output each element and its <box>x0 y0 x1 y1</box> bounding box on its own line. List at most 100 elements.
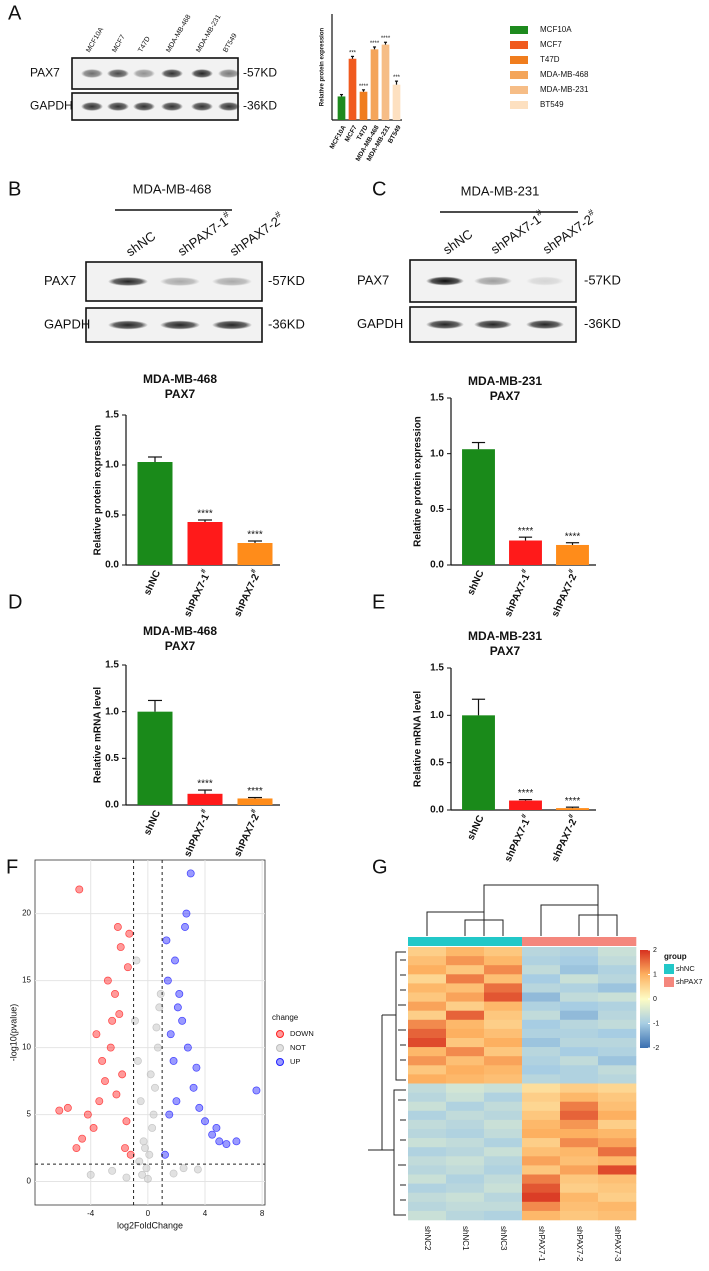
point <box>193 1165 202 1174</box>
heatmap-cell <box>522 947 561 957</box>
blot-band <box>426 320 464 329</box>
heatmap-cell <box>522 1047 561 1057</box>
heatmap-cell <box>484 992 523 1002</box>
bar <box>237 798 273 805</box>
point <box>116 943 125 952</box>
color-bar <box>640 950 650 1048</box>
heatmap-cell <box>484 1183 523 1193</box>
heatmap-cell <box>560 1047 599 1057</box>
heatmap-cell <box>408 1010 447 1021</box>
x-tick-label: 0 <box>146 1209 151 1218</box>
heatmap-cell <box>446 1192 485 1203</box>
chart-title: MDA-MB-231 <box>468 629 542 643</box>
heatmap-cell <box>598 1065 637 1075</box>
y-tick-label: 1.0 <box>430 710 444 721</box>
blot-band <box>108 277 148 286</box>
point <box>101 1077 109 1086</box>
heatmap-cell <box>560 1065 599 1075</box>
heatmap-cell <box>598 1156 637 1166</box>
y-tick-label: 0.0 <box>105 560 119 571</box>
blot-band <box>161 102 183 111</box>
heatmap-cell <box>484 1101 523 1112</box>
point <box>143 1174 152 1183</box>
point <box>151 1083 159 1092</box>
heatmap-cell <box>522 1028 561 1039</box>
heatmap-cell <box>598 1183 637 1193</box>
legend-marker <box>276 1058 284 1066</box>
y-tick-label: 0.5 <box>105 510 119 521</box>
size-label: -36KD <box>268 316 305 331</box>
y-axis-label: Relative mRNA level <box>93 687 104 784</box>
heatmap-cell <box>446 1174 485 1184</box>
point <box>136 1097 145 1106</box>
point <box>75 885 84 894</box>
panel-label: B <box>8 178 21 200</box>
bar <box>137 462 173 565</box>
x-tick-label: 4 <box>203 1209 208 1218</box>
bar <box>509 540 542 565</box>
legend-marker <box>276 1030 284 1038</box>
column-label: shNC3 <box>499 1226 508 1251</box>
heatmap-cell <box>408 1101 447 1112</box>
heatmap-cell <box>484 1056 523 1066</box>
point <box>78 1134 87 1143</box>
significance: **** <box>247 786 263 797</box>
heatmap-cell <box>598 1056 637 1066</box>
heatmap-cell <box>560 1147 599 1157</box>
point <box>148 1124 157 1132</box>
y-tick-label: 0.0 <box>430 560 444 571</box>
point <box>131 1016 139 1025</box>
heatmap-cell <box>446 974 485 984</box>
bar <box>462 715 495 810</box>
legend-label: MDA-MB-468 <box>540 70 589 79</box>
bar <box>462 449 495 565</box>
significance: **** <box>518 526 534 537</box>
point <box>113 923 122 931</box>
heatmap-cell <box>522 974 561 984</box>
point <box>103 976 112 985</box>
heatmap-cell <box>598 974 637 984</box>
bar <box>237 543 273 565</box>
panel-label: G <box>372 856 388 878</box>
heatmap-cell <box>408 1047 447 1057</box>
heatmap-cell <box>446 1056 485 1066</box>
heatmap-cell <box>484 1192 523 1203</box>
point <box>121 1144 129 1153</box>
heatmap-cell <box>446 1028 485 1039</box>
panel-label: D <box>8 591 22 613</box>
point <box>162 936 171 945</box>
heatmap-cell <box>408 1028 447 1039</box>
significance: *** <box>393 75 401 81</box>
heatmap-cell <box>446 1001 485 1011</box>
point <box>166 1030 175 1039</box>
x-tick-label: shPAX7-2# <box>548 813 580 863</box>
heatmap-cell <box>560 992 599 1002</box>
bar <box>556 544 589 565</box>
size-label: -36KD <box>243 99 277 113</box>
panel-label: C <box>372 178 386 200</box>
heatmap-cell <box>484 1110 523 1121</box>
significance: **** <box>565 531 581 542</box>
heatmap-cell <box>522 1038 561 1048</box>
blot-band <box>474 320 512 329</box>
heatmap-cell <box>484 1165 523 1175</box>
heatmap-cell <box>484 974 523 984</box>
color-bar-label: -2 <box>653 1045 659 1052</box>
heatmap-cell <box>522 1183 561 1193</box>
heatmap-cell <box>560 965 599 975</box>
heatmap-cell <box>560 1129 599 1139</box>
point <box>141 1144 149 1153</box>
heatmap-cell <box>408 1165 447 1175</box>
point <box>135 1157 144 1166</box>
heatmap-cell <box>522 1192 561 1203</box>
heatmap-cell <box>408 965 447 975</box>
y-tick-label: 1.5 <box>105 660 119 671</box>
blot-band <box>212 320 252 330</box>
lane-label: shPAX7-2# <box>226 209 288 259</box>
heatmap-cell <box>484 1210 523 1221</box>
heatmap-cell <box>598 956 637 966</box>
point <box>222 1140 231 1148</box>
legend-label: BT549 <box>540 100 564 109</box>
heatmap-cell <box>598 1147 637 1157</box>
point <box>208 1130 217 1139</box>
